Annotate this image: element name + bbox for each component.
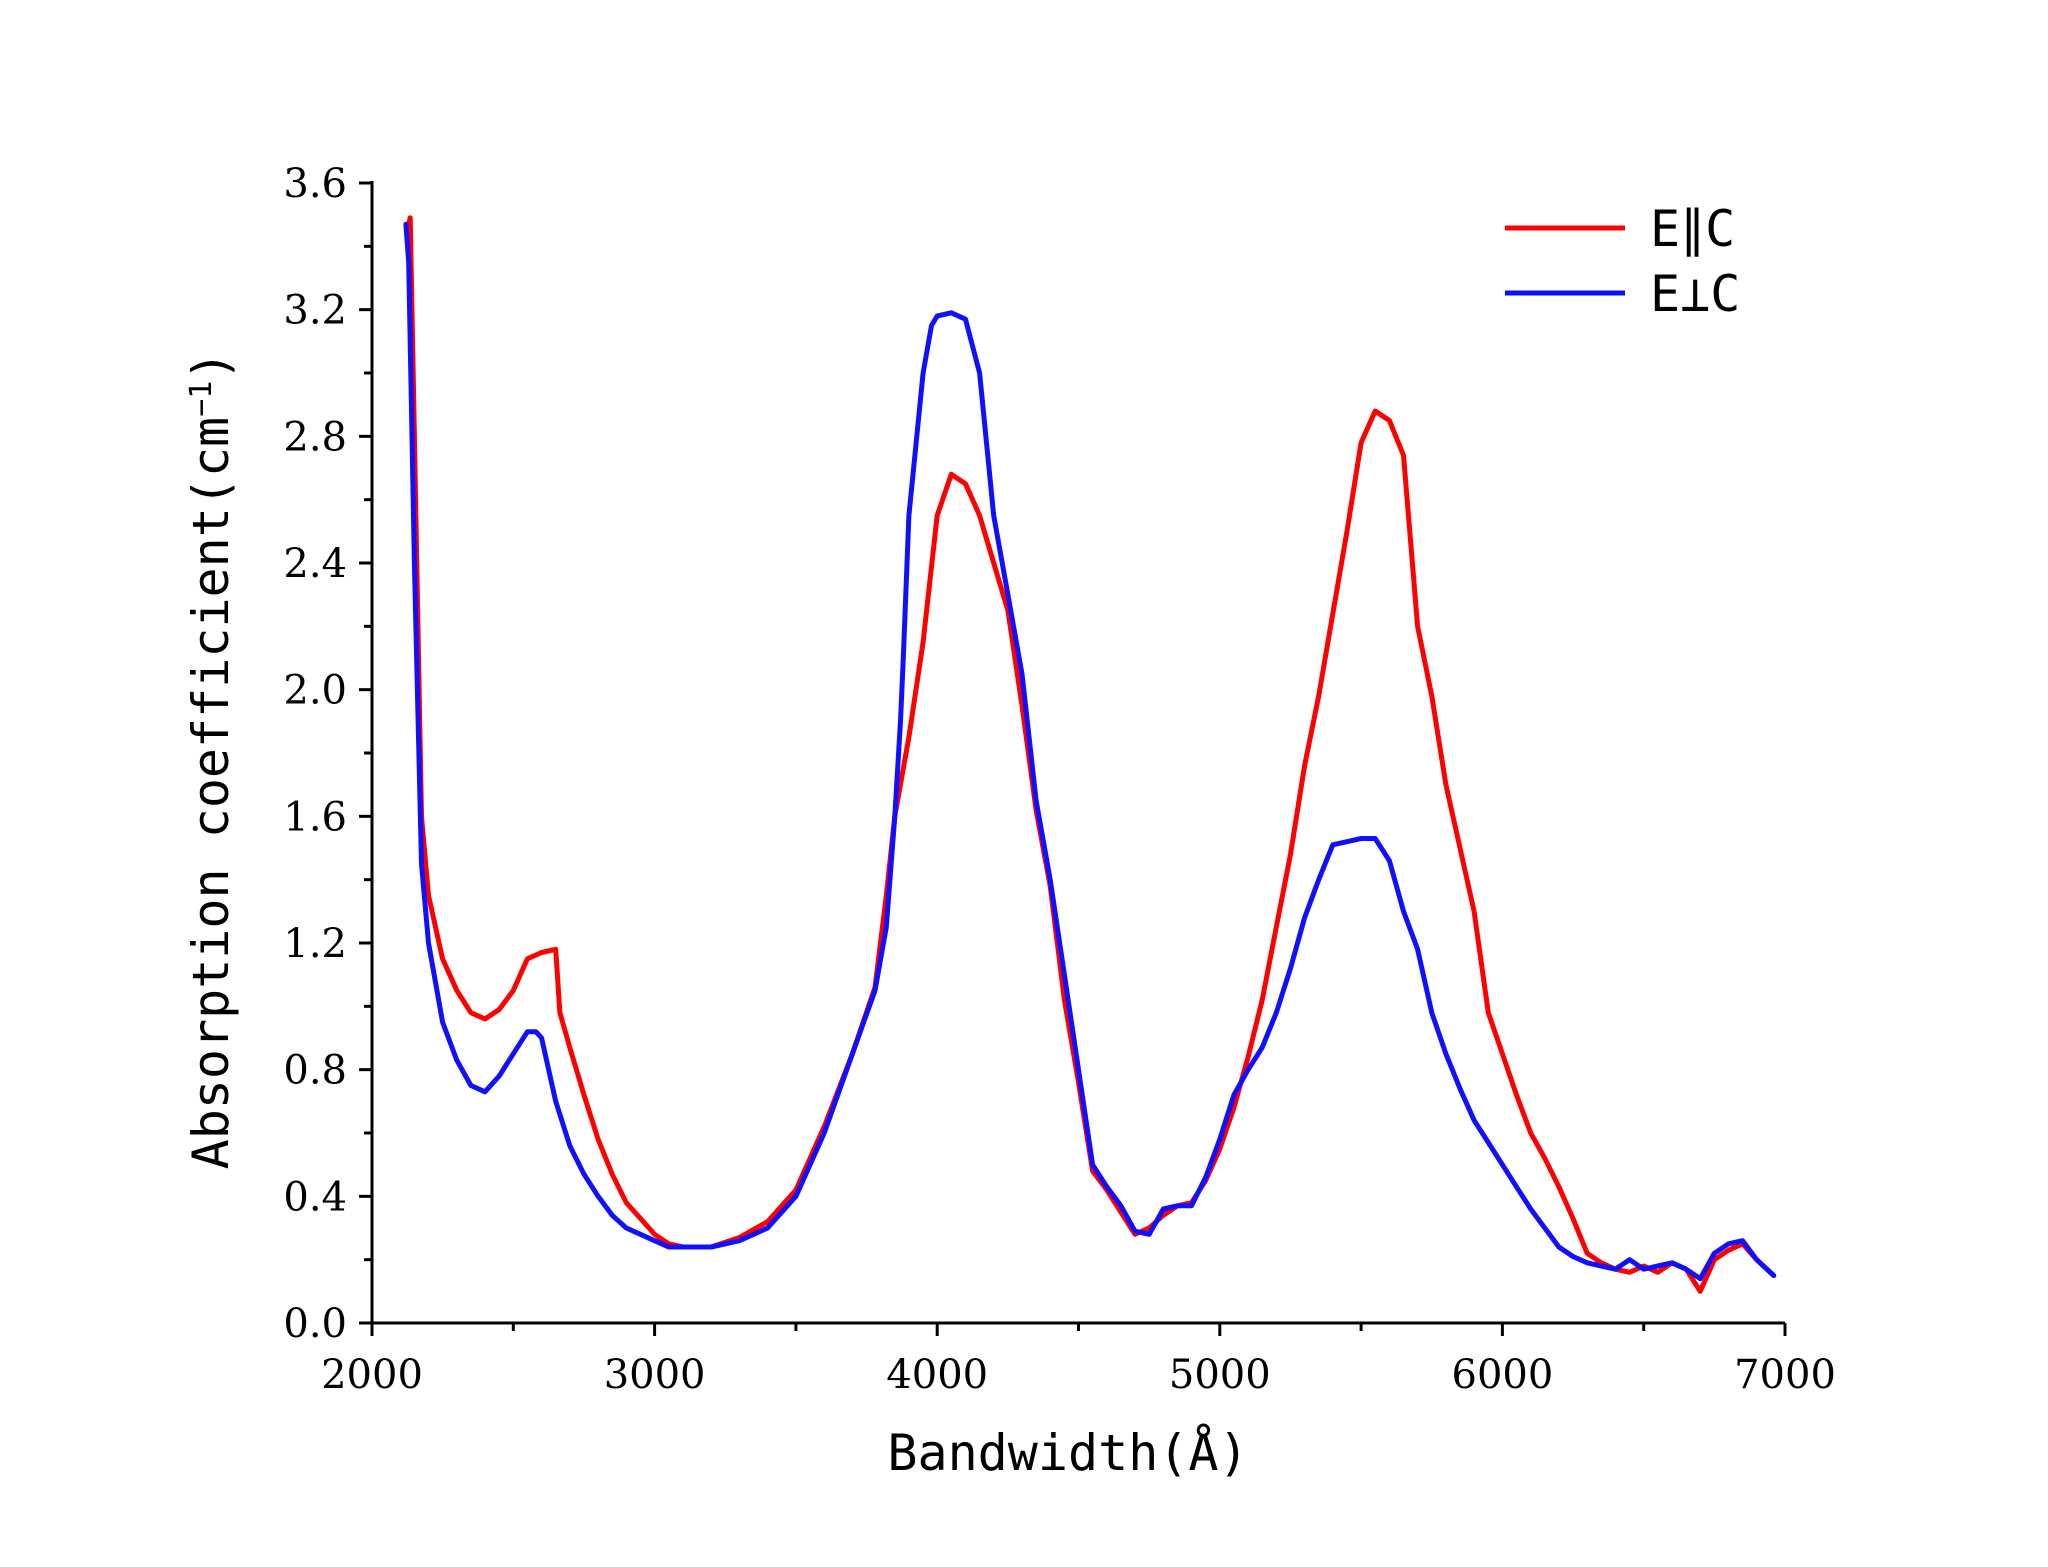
x-tick-label: 6000 <box>1452 1352 1554 1398</box>
y-tick-label: 0.8 <box>283 1048 347 1094</box>
y-axis-title-superscript: −1 <box>184 381 219 417</box>
y-tick-label: 0.4 <box>283 1174 347 1220</box>
x-tick-label: 5000 <box>1169 1352 1271 1398</box>
x-tick-label: 3000 <box>604 1352 706 1398</box>
y-axis-title-main: Absorption coefficient(cm <box>182 417 240 1170</box>
series-line-e-perpendicular-c <box>403 221 1777 1282</box>
y-axis-title: Absorption coefficient(cm−1) <box>182 351 240 1170</box>
x-tick-label: 7000 <box>1734 1352 1836 1398</box>
y-axis-ticks: 0.0 0.4 0.8 1.2 1.6 2.0 2.4 2.8 3.2 3.6 <box>283 161 372 1347</box>
x-axis-ticks: 2000 3000 4000 5000 6000 7000 <box>321 1323 1836 1398</box>
y-tick-label: 2.0 <box>283 668 347 714</box>
x-tick-label: 4000 <box>886 1352 988 1398</box>
y-tick-label: 2.8 <box>283 414 347 460</box>
x-axis-title: Bandwidth(Å) <box>887 1424 1248 1482</box>
legend-label-e-perpendicular-c: E⊥C <box>1650 265 1740 323</box>
y-tick-label: 0.0 <box>283 1301 347 1347</box>
y-tick-label: 1.6 <box>283 794 347 840</box>
series-line-e-parallel-c <box>404 215 1777 1294</box>
y-tick-label: 3.2 <box>283 288 347 334</box>
legend-label-e-parallel-c: E∥C <box>1650 200 1735 258</box>
series-layer <box>403 215 1777 1294</box>
x-tick-label: 2000 <box>321 1352 423 1398</box>
legend: E∥C E⊥C <box>1505 200 1740 323</box>
y-tick-label: 3.6 <box>283 161 347 207</box>
y-tick-label: 1.2 <box>283 921 347 967</box>
y-axis-title-close: ) <box>182 351 240 381</box>
axes <box>370 181 1785 1325</box>
y-tick-label: 2.4 <box>283 541 347 587</box>
